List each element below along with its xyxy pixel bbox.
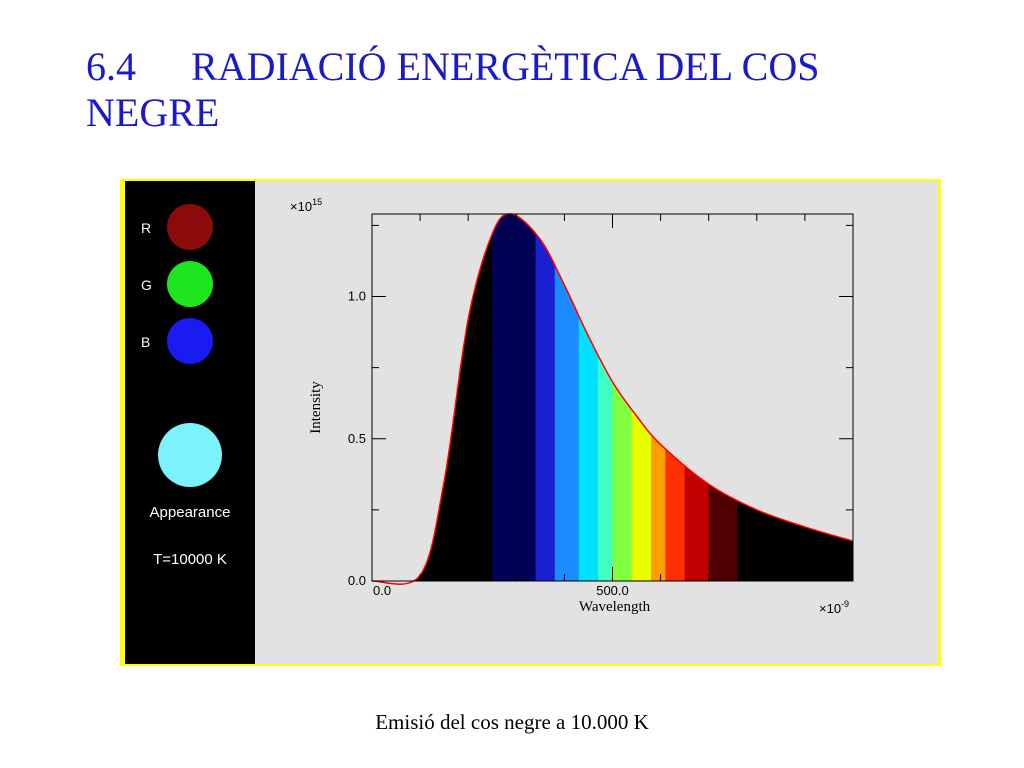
title-line-2: NEGRE — [86, 90, 220, 135]
red-channel-circle — [167, 204, 213, 250]
title-line-1: RADIACIÓ ENERGÈTICA DEL COS — [191, 44, 820, 89]
spectrum-band — [665, 214, 686, 581]
spectrum-band — [554, 214, 580, 581]
spectrum-band — [650, 214, 667, 581]
x-multiplier-label: ×10-9 — [819, 599, 849, 616]
spectrum-band — [372, 214, 493, 581]
x-axis-label: Wavelength — [579, 599, 651, 615]
blackbody-applet: R G B Appearance T=10000 K 0.0 0.5 1.0 0.0 5… — [120, 179, 941, 666]
channel-label-b: B — [141, 334, 151, 350]
spectrum-band — [708, 214, 739, 581]
appearance-color-circle — [158, 423, 222, 487]
axis-ticks: 0.0 0.5 1.0 0.0 500.0 — [348, 214, 854, 598]
section-number: 6.4 — [86, 44, 136, 89]
x-tick-label: 500.0 — [596, 583, 629, 598]
color-sidebar: R G B Appearance T=10000 K — [125, 181, 255, 664]
y-tick-label: 0.0 — [348, 573, 366, 588]
spectrum-plot: 0.0 0.5 1.0 0.0 500.0 ×1015 ×10-9 Wavelength… — [290, 197, 854, 616]
spectrum-color-bands — [372, 214, 853, 581]
channel-label-r: R — [141, 220, 152, 236]
appearance-label: Appearance — [149, 504, 231, 521]
spectrum-band — [578, 214, 599, 581]
x-tick-label: 0.0 — [373, 583, 391, 598]
figure-caption: Emisió del cos negre a 10.000 K — [375, 710, 649, 734]
applet-panel: R G B Appearance T=10000 K 0.0 0.5 1.0 0.0 5… — [125, 181, 938, 664]
spectrum-band — [535, 214, 556, 581]
spectrum-band — [598, 214, 614, 581]
spectrum-band — [737, 214, 853, 581]
intensity-curve — [371, 213, 854, 585]
slide-title: 6.4 RADIACIÓ ENERGÈTICA DEL COS NEGRE — [86, 44, 986, 136]
green-channel-circle — [167, 261, 213, 307]
y-multiplier-label: ×1015 — [290, 197, 322, 214]
y-tick-label: 0.5 — [348, 431, 366, 446]
y-axis-label: Intensity — [308, 381, 324, 434]
blue-channel-circle — [167, 318, 213, 364]
spectrum-band — [492, 214, 537, 581]
spectrum-band — [684, 214, 710, 581]
spectrum-band — [631, 214, 652, 581]
temperature-label: T=10000 K — [153, 551, 227, 568]
channel-label-g: G — [141, 277, 152, 293]
y-tick-label: 1.0 — [348, 289, 366, 304]
